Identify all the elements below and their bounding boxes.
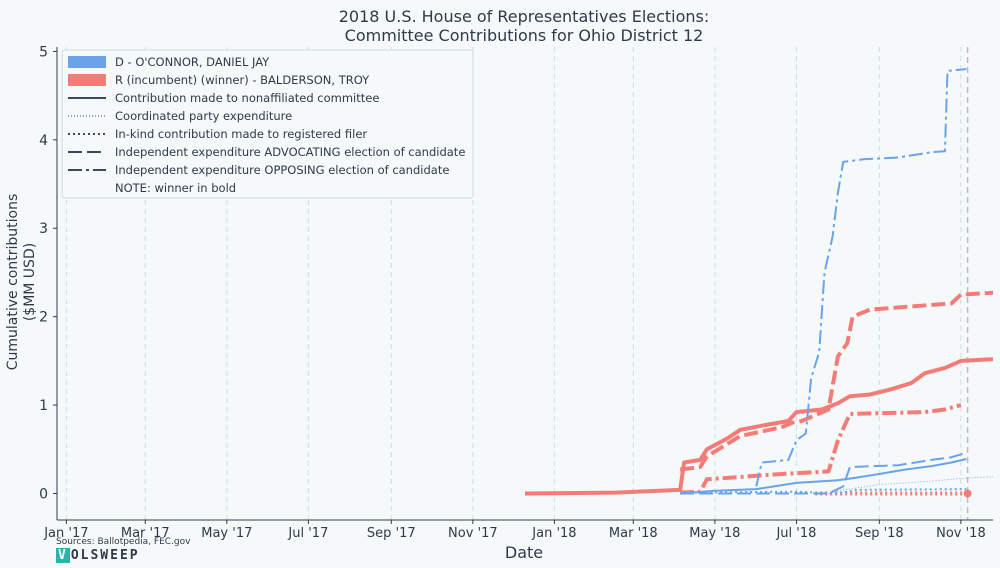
- x-tick-label: Nov '18: [936, 526, 986, 541]
- y-tick-label: 5: [39, 44, 48, 60]
- x-tick-label: Jan '18: [531, 526, 576, 541]
- x-axis-label: Date: [505, 543, 543, 562]
- legend-entry-label: In-kind contribution made to registered …: [115, 127, 367, 141]
- sources-note: Sources: Ballotpedia, FEC.gov: [56, 537, 191, 547]
- x-tick-label: Sep '18: [855, 526, 904, 541]
- x-tick-label: May '17: [201, 526, 252, 541]
- chart-subtitle: Committee Contributions for Ohio Distric…: [345, 26, 704, 45]
- y-tick-label: 4: [39, 133, 48, 149]
- series-d-solid: [680, 458, 967, 495]
- legend-entry-label: Independent expenditure ADVOCATING elect…: [115, 145, 465, 159]
- x-tick-label: Nov '17: [448, 526, 498, 541]
- legend-entry-label: R (incumbent) (winner) - BALDERSON, TROY: [115, 73, 370, 87]
- election-marker: [963, 489, 972, 498]
- y-tick-label: 1: [39, 398, 48, 414]
- legend-swatch: [68, 56, 106, 68]
- brand-logo-initial: V: [56, 548, 70, 563]
- axes: Jan '17 Mar '17 May '17 Jul '17 Sep '17 Nov '…: [39, 44, 993, 541]
- series-d-thin-dotted: [828, 476, 994, 494]
- y-tick-label: 2: [39, 310, 48, 326]
- chart-title: 2018 U.S. House of Representatives Elect…: [339, 7, 710, 26]
- brand-logo-text: OLSWEEP: [70, 548, 140, 563]
- legend: D - O'CONNOR, DANIEL JAY R (incumbent) (w…: [61, 49, 474, 199]
- gridlines: [65, 47, 962, 520]
- series-r-solid: [524, 357, 994, 496]
- y-axis-label: Cumulative contributions: [5, 194, 21, 371]
- x-tick-label: Jan '17: [43, 526, 88, 541]
- x-tick-label: May '18: [689, 526, 740, 541]
- legend-swatch: [68, 74, 106, 86]
- series-d-dashdot: [755, 68, 967, 487]
- legend-entry-label: Independent expenditure OPPOSING electio…: [115, 163, 449, 177]
- series-r-dashed: [679, 290, 994, 472]
- series-r-dashdot: [680, 403, 962, 495]
- brand-logo: V OLSWEEP: [56, 548, 140, 563]
- legend-entry-label: D - O'CONNOR, DANIEL JAY: [115, 55, 270, 69]
- legend-entry-label: Coordinated party expenditure: [115, 109, 292, 123]
- y-tick-label: 0: [39, 486, 48, 502]
- x-tick-label: Sep '17: [367, 526, 416, 541]
- x-tick-label: Mar '18: [609, 526, 658, 541]
- x-tick-label: Jul '18: [775, 526, 816, 541]
- x-tick-label: Mar '17: [121, 526, 170, 541]
- legend-box: [61, 49, 474, 199]
- legend-entry-label: NOTE: winner in bold: [115, 181, 236, 195]
- series-lines: [524, 68, 994, 498]
- y-tick-label: 3: [39, 221, 48, 237]
- series-d-dashed: [680, 451, 967, 495]
- x-tick-label: Jul '17: [287, 526, 328, 541]
- y-axis-label-units: ($MM USD): [22, 243, 38, 321]
- legend-entry-label: Contribution made to nonaffiliated commi…: [115, 91, 379, 105]
